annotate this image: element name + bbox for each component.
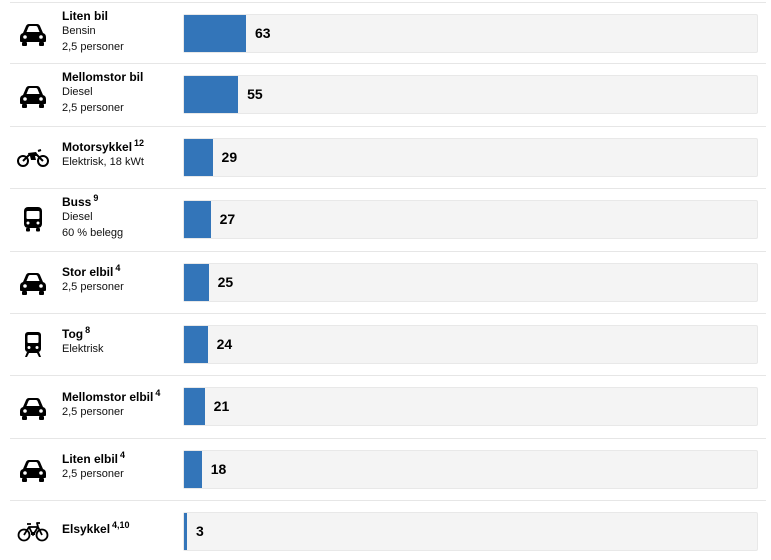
car-icon — [16, 393, 50, 421]
category-name: Tog 8 — [62, 325, 182, 342]
category-name-text: Mellomstor bil — [62, 70, 144, 85]
category-detail: Elektrisk — [62, 343, 104, 356]
bar-track: 63 — [183, 14, 758, 53]
bar-track: 25 — [183, 262, 758, 302]
chart-row: Mellomstor elbil 4 2,5 personer 21 — [10, 376, 766, 439]
category-name: Mellomstor elbil 4 — [62, 387, 182, 404]
bicycle-icon — [16, 517, 50, 545]
category-detail: 2,5 personer — [62, 280, 124, 293]
car-icon — [16, 19, 50, 47]
category-name: Liten elbil 4 — [62, 449, 182, 466]
category-detail: Diesel — [62, 86, 93, 99]
car-icon — [16, 268, 50, 296]
footnote-marker: 12 — [134, 137, 145, 148]
footnote-marker: 4,10 — [112, 520, 130, 531]
category-name: Stor elbil 4 — [62, 262, 182, 279]
bar-track: 24 — [183, 325, 758, 364]
row-label: Mellomstor bil Diesel 2,5 personer — [62, 70, 182, 116]
car-icon — [16, 455, 50, 483]
bar-track: 21 — [183, 387, 758, 427]
bar — [184, 138, 213, 176]
category-detail: 2,5 personer — [62, 405, 124, 418]
bar-track: 55 — [183, 75, 758, 115]
row-label: Liten elbil 4 2,5 personer — [62, 449, 182, 482]
chart-row: Mellomstor bil Diesel 2,5 personer 55 — [10, 64, 766, 127]
value-label: 25 — [217, 273, 234, 290]
category-name-text: Mellomstor elbil — [62, 389, 154, 404]
train-icon — [16, 330, 50, 358]
row-label: Elsykkel 4,10 — [62, 520, 182, 537]
category-name-text: Buss — [62, 195, 92, 210]
row-label: Buss 9 Diesel 60 % belegg — [62, 193, 182, 241]
category-name: Elsykkel 4,10 — [62, 520, 182, 537]
row-label: Liten bil Bensin 2,5 personer — [62, 9, 182, 55]
category-detail: Diesel — [62, 211, 93, 224]
bar — [184, 326, 208, 363]
row-label: Tog 8 Elektrisk — [62, 325, 182, 357]
category-detail: Elektrisk, 18 kWt — [62, 155, 144, 168]
bar — [184, 201, 211, 239]
footnote-marker: 4 — [155, 387, 161, 398]
bar-track: 18 — [183, 449, 758, 489]
category-name-text: Liten bil — [62, 9, 108, 23]
category-name: Mellomstor bil — [62, 70, 182, 84]
footnote-marker: 9 — [93, 193, 99, 204]
bar-track: 3 — [183, 512, 758, 552]
value-label: 18 — [210, 460, 227, 477]
category-name: Liten bil — [62, 9, 182, 23]
chart-row: Liten bil Bensin 2,5 personer 63 — [10, 2, 766, 65]
bar — [184, 388, 205, 426]
footnote-marker: 8 — [85, 325, 91, 336]
category-detail: Bensin — [62, 25, 96, 37]
bar-track: 27 — [183, 200, 758, 240]
category-name: Motorsykkel 12 — [62, 137, 182, 154]
row-label: Motorsykkel 12 Elektrisk, 18 kWt — [62, 137, 182, 170]
value-label: 63 — [255, 25, 271, 41]
chart-row: Stor elbil 4 2,5 personer 25 — [10, 252, 766, 314]
footnote-marker: 4 — [120, 449, 126, 460]
category-name-text: Liten elbil — [62, 451, 119, 466]
value-label: 21 — [213, 398, 230, 415]
value-label: 24 — [216, 336, 233, 352]
category-name: Buss 9 — [62, 193, 182, 210]
chart-row: Liten elbil 4 2,5 personer 18 — [10, 439, 766, 502]
chart-row: Tog 8 Elektrisk 24 — [10, 314, 766, 377]
motorcycle-icon — [16, 143, 50, 171]
bar — [184, 15, 246, 52]
bar — [184, 263, 209, 301]
bar — [184, 76, 239, 114]
car-icon — [16, 81, 50, 109]
category-name-text: Tog — [62, 327, 84, 342]
category-name-text: Stor elbil — [62, 264, 114, 279]
category-detail: 60 % belegg — [62, 227, 124, 240]
bar — [184, 450, 202, 488]
value-label: 29 — [221, 148, 238, 165]
bar-track: 29 — [183, 137, 758, 177]
row-label: Stor elbil 4 2,5 personer — [62, 262, 182, 295]
category-name-text: Motorsykkel — [62, 139, 133, 154]
bar — [184, 513, 187, 551]
bus-icon — [16, 205, 50, 233]
category-detail: 2,5 personer — [62, 467, 124, 480]
value-label: 3 — [195, 523, 204, 540]
footnote-marker: 4 — [115, 262, 121, 273]
chart-row: Buss 9 Diesel 60 % belegg 27 — [10, 189, 766, 252]
category-name-text: Elsykkel — [62, 522, 111, 537]
category-detail: 2,5 personer — [62, 102, 124, 115]
row-label: Mellomstor elbil 4 2,5 personer — [62, 387, 182, 420]
category-detail: 2,5 personer — [62, 41, 124, 53]
value-label: 27 — [219, 211, 236, 228]
value-label: 55 — [247, 86, 263, 103]
chart-row: Elsykkel 4,10 3 — [10, 501, 766, 560]
chart-row: Motorsykkel 12 Elektrisk, 18 kWt 29 — [10, 127, 766, 190]
